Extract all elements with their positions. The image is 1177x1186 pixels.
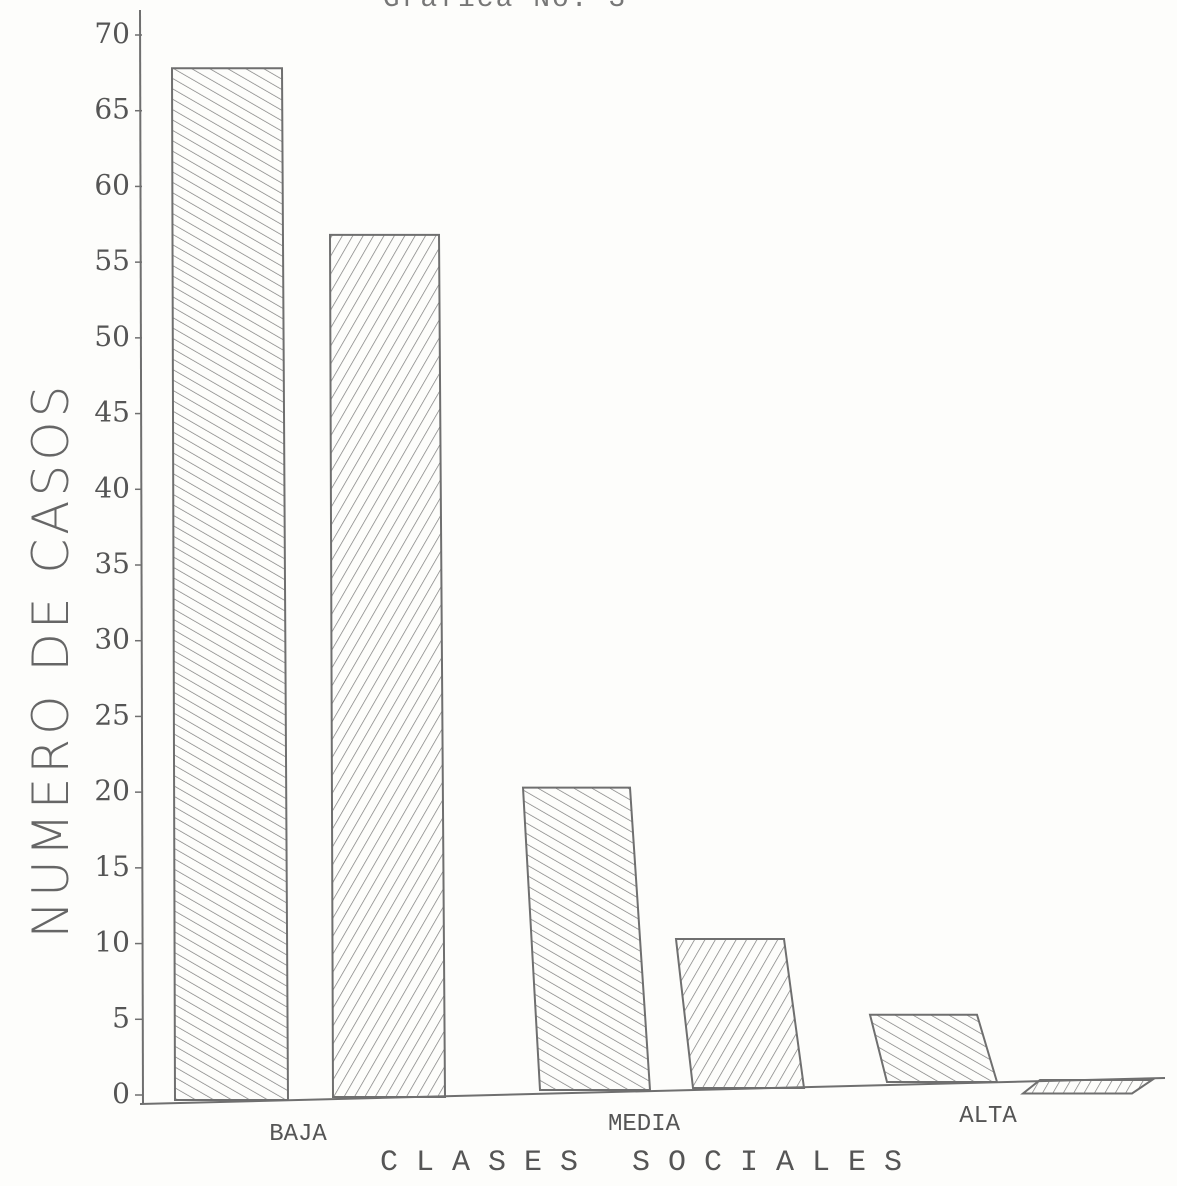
bar-media-2 [674, 938, 806, 1089]
bar-baja-2 [328, 233, 447, 1098]
y-tick-label: 15 [94, 850, 130, 883]
y-tick-label: 0 [112, 1077, 130, 1110]
category-label-baja: BAJA [269, 1121, 327, 1148]
y-tick-label: 50 [94, 320, 130, 353]
x-axis [139, 1077, 1166, 1105]
bars [170, 67, 1156, 1101]
y-axis: 0 5 10 15 20 25 30 35 40 45 50 55 60 65 70 [94, 9, 144, 1110]
category-labels: BAJA MEDIA ALTA [269, 1103, 1017, 1148]
y-axis-title: NUMERO DE CASOS [22, 382, 80, 939]
y-tick-label: 25 [94, 698, 130, 731]
y-axis-line [139, 9, 144, 1104]
category-label-alta: ALTA [959, 1103, 1017, 1130]
y-tick-label: 40 [94, 471, 130, 504]
y-tick-label: 45 [94, 396, 130, 429]
y-tick-label: 30 [94, 623, 130, 656]
y-tick-label: 65 [94, 93, 130, 126]
y-tick-label: 5 [112, 1001, 130, 1034]
y-tick-label: 20 [94, 774, 130, 807]
y-tick-label: 55 [94, 244, 130, 277]
bar-media-1 [521, 786, 652, 1091]
bar-alta-1 [868, 1013, 999, 1083]
chart-title: Grafica No. 3 [383, 0, 627, 15]
x-axis-line [139, 1077, 1166, 1105]
bar-alta-2 [1020, 1079, 1156, 1095]
y-tick-label: 10 [94, 926, 130, 959]
y-tick-label: 70 [94, 17, 130, 50]
category-label-media: MEDIA [608, 1111, 681, 1138]
y-tick-label: 60 [94, 168, 130, 201]
x-axis-title: CLASES SOCIALES [380, 1146, 920, 1180]
y-tick-label: 35 [94, 547, 130, 580]
bar-baja-1 [170, 67, 290, 1101]
